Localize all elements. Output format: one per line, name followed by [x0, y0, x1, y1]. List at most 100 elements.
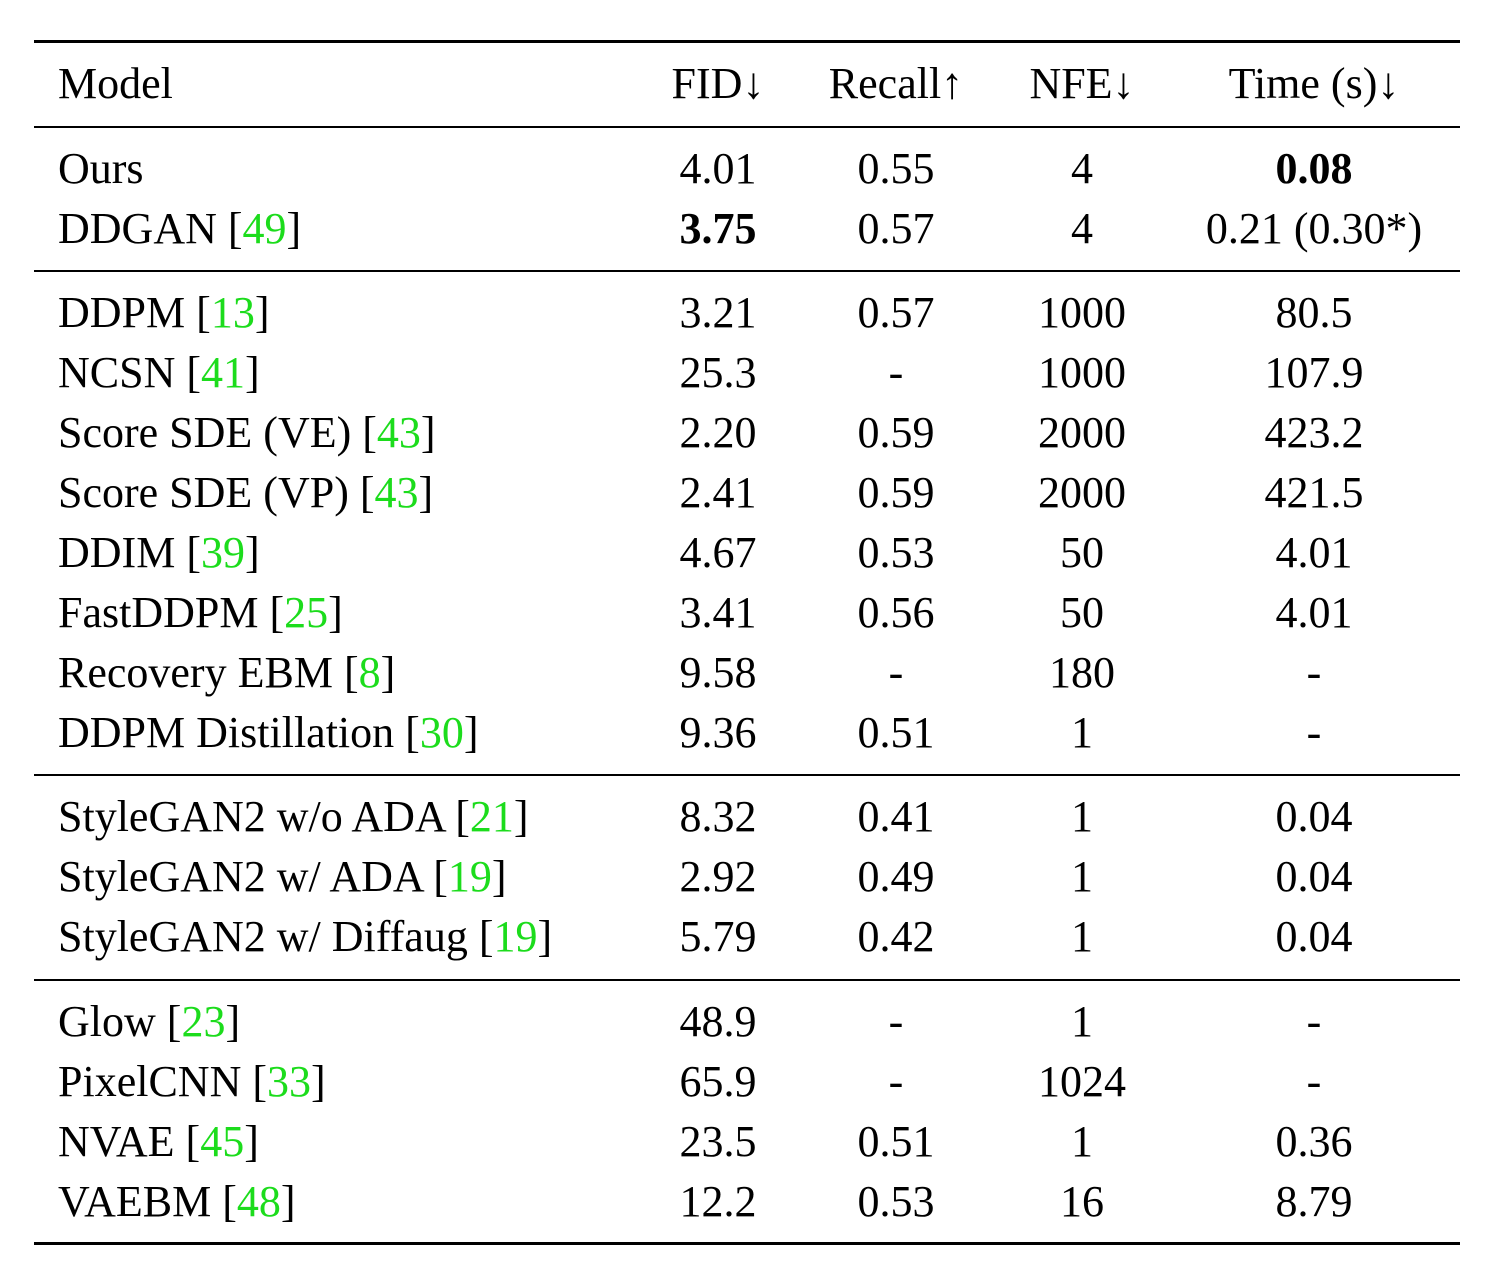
model-cell: StyleGAN2 w/o ADA [21]	[58, 792, 529, 841]
citation-link[interactable]: 23	[181, 997, 226, 1046]
model-cell: Glow [23]	[58, 997, 241, 1046]
model-cell: DDGAN [49]	[58, 204, 302, 253]
time-cell: 4.01	[1275, 528, 1353, 577]
citation-link[interactable]: 39	[200, 528, 245, 577]
model-cell: StyleGAN2 w/ Diffaug [19]	[58, 912, 553, 961]
citation-link[interactable]: 19	[447, 852, 492, 901]
fid-cell: 2.41	[679, 468, 757, 517]
recall-cell: 0.51	[857, 708, 935, 757]
citation-link[interactable]: 25	[284, 588, 329, 637]
model-cell: Score SDE (VP) [43]	[58, 468, 434, 517]
table-row: VAEBM [48] 12.2 0.53 16 8.79	[34, 1172, 1460, 1232]
table-row: DDIM [39] 4.67 0.53 50 4.01	[34, 523, 1460, 583]
fid-cell: 2.92	[679, 852, 757, 901]
fid-cell: 23.5	[679, 1117, 757, 1166]
model-name: Score SDE (VE)	[58, 408, 352, 457]
header-nfe: NFE↓	[1029, 59, 1135, 108]
model-cell: NCSN [41]	[58, 348, 260, 397]
model-cell: Recovery EBM [8]	[58, 648, 396, 697]
recall-cell: -	[888, 1057, 904, 1106]
model-name: Ours	[58, 144, 144, 193]
nfe-cell: 1000	[1038, 348, 1126, 397]
citation-link[interactable]: 33	[267, 1057, 312, 1106]
recall-cell: 0.57	[857, 288, 935, 337]
fid-cell: 2.20	[679, 408, 757, 457]
recall-cell: 0.59	[857, 468, 935, 517]
fid-cell: 3.75	[679, 204, 757, 253]
model-name: Score SDE (VP)	[58, 468, 349, 517]
fid-cell: 3.21	[679, 288, 757, 337]
model-cell: NVAE [45]	[58, 1117, 259, 1166]
group-separator	[34, 774, 1460, 776]
fid-cell: 9.58	[679, 648, 757, 697]
time-cell: 80.5	[1275, 288, 1353, 337]
nfe-cell: 1	[1071, 792, 1093, 841]
table-row: NCSN [41] 25.3 - 1000 107.9	[34, 343, 1460, 403]
model-name: DDPM	[58, 288, 186, 337]
table-row: PixelCNN [33] 65.9 - 1024 -	[34, 1052, 1460, 1112]
recall-cell: 0.53	[857, 1177, 935, 1226]
citation-link[interactable]: 13	[210, 288, 255, 337]
model-name: PixelCNN	[58, 1057, 242, 1106]
bottom-rule	[34, 1242, 1460, 1245]
model-name: NCSN	[58, 348, 176, 397]
citation-link[interactable]: 49	[242, 204, 287, 253]
time-cell: 0.04	[1275, 912, 1353, 961]
citation-link[interactable]: 19	[493, 912, 538, 961]
table-row: DDPM Distillation [30] 9.36 0.51 1 -	[34, 703, 1460, 763]
header-recall: Recall↑	[828, 59, 964, 108]
citation-link[interactable]: 45	[200, 1117, 245, 1166]
recall-cell: 0.53	[857, 528, 935, 577]
table-row: FastDDPM [25] 3.41 0.56 50 4.01	[34, 583, 1460, 643]
fid-cell: 12.2	[679, 1177, 757, 1226]
nfe-cell: 1	[1071, 1117, 1093, 1166]
citation-link[interactable]: 30	[419, 708, 464, 757]
model-cell: DDPM Distillation [30]	[58, 708, 479, 757]
model-cell: DDPM [13]	[58, 288, 270, 337]
model-cell: Score SDE (VE) [43]	[58, 408, 436, 457]
model-name: NVAE	[58, 1117, 175, 1166]
fid-cell: 3.41	[679, 588, 757, 637]
model-cell: VAEBM [48]	[58, 1177, 296, 1226]
nfe-cell: 2000	[1038, 468, 1126, 517]
time-cell: 0.04	[1275, 852, 1353, 901]
table-row: Score SDE (VE) [43] 2.20 0.59 2000 423.2	[34, 403, 1460, 463]
time-cell: -	[1306, 997, 1322, 1046]
table-row: Ours 4.01 0.55 4 0.08	[34, 139, 1460, 199]
recall-cell: 0.49	[857, 852, 935, 901]
citation-link[interactable]: 48	[236, 1177, 281, 1226]
table-row: Glow [23] 48.9 - 1 -	[34, 992, 1460, 1052]
time-cell: 4.01	[1275, 588, 1353, 637]
fid-cell: 65.9	[679, 1057, 757, 1106]
nfe-cell: 1	[1071, 997, 1093, 1046]
nfe-cell: 4	[1071, 144, 1093, 193]
header-time: Time (s)↓	[1228, 59, 1400, 108]
table-row: DDGAN [49] 3.75 0.57 4 0.21 (0.30*)	[34, 199, 1460, 259]
nfe-cell: 1	[1071, 708, 1093, 757]
table-row: DDPM [13] 3.21 0.57 1000 80.5	[34, 283, 1460, 343]
header-model: Model	[58, 59, 173, 108]
model-cell: FastDDPM [25]	[58, 588, 343, 637]
recall-cell: 0.55	[857, 144, 935, 193]
table-row: Recovery EBM [8] 9.58 - 180 -	[34, 643, 1460, 703]
nfe-cell: 180	[1049, 648, 1115, 697]
recall-cell: 0.42	[857, 912, 935, 961]
citation-link[interactable]: 21	[469, 792, 514, 841]
time-cell: -	[1306, 708, 1322, 757]
nfe-cell: 1000	[1038, 288, 1126, 337]
fid-cell: 4.01	[679, 144, 757, 193]
recall-cell: -	[888, 648, 904, 697]
fid-cell: 4.67	[679, 528, 757, 577]
citation-link[interactable]: 43	[374, 468, 419, 517]
table-row: NVAE [45] 23.5 0.51 1 0.36	[34, 1112, 1460, 1172]
citation-link[interactable]: 43	[376, 408, 421, 457]
time-cell: 0.08	[1275, 144, 1353, 193]
citation-link[interactable]: 41	[201, 348, 246, 397]
table-row: StyleGAN2 w/ Diffaug [19] 5.79 0.42 1 0.04	[34, 907, 1460, 967]
citation-link[interactable]: 8	[358, 648, 381, 697]
model-name: Recovery EBM	[58, 648, 333, 697]
model-name: DDPM Distillation	[58, 708, 395, 757]
recall-cell: 0.56	[857, 588, 935, 637]
table-row: StyleGAN2 w/o ADA [21] 8.32 0.41 1 0.04	[34, 787, 1460, 847]
model-name: DDGAN	[58, 204, 217, 253]
